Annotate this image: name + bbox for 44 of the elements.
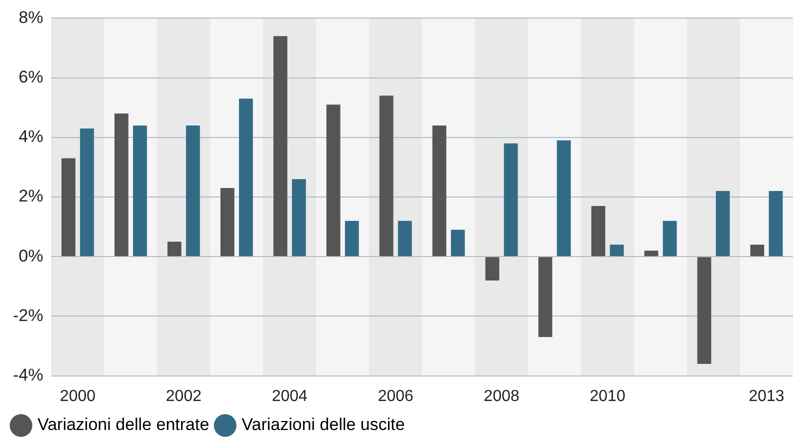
bar	[504, 143, 518, 256]
x-tick-label: 2006	[378, 388, 414, 405]
x-tick-label: 2004	[272, 388, 308, 405]
bar	[556, 140, 571, 256]
bar	[114, 114, 128, 256]
bar	[450, 230, 465, 256]
y-tick-label: 6%	[18, 67, 44, 86]
bar	[768, 191, 783, 256]
x-tick-label: 2002	[166, 388, 202, 405]
bar	[133, 125, 147, 256]
bar	[591, 206, 606, 256]
y-tick-label: 4%	[18, 127, 44, 146]
legend-label: Variazioni delle entrate	[38, 415, 210, 434]
y-tick-label: 0%	[18, 246, 44, 266]
y-tick-label: -4%	[12, 365, 44, 384]
bar	[398, 220, 412, 256]
bar	[220, 188, 234, 256]
bar	[61, 158, 76, 256]
bar	[697, 257, 712, 364]
bar	[238, 98, 253, 256]
bar	[662, 220, 677, 256]
bar	[273, 36, 288, 256]
x-tick-label: 2013	[748, 388, 784, 405]
bar	[379, 96, 394, 256]
bar	[716, 191, 730, 256]
y-tick-label: 2%	[18, 186, 44, 206]
bar	[292, 179, 306, 256]
bar	[326, 104, 340, 256]
bar	[432, 125, 446, 256]
bar	[80, 128, 94, 256]
y-tick-label: 8%	[18, 8, 44, 27]
bar	[610, 244, 624, 256]
bar	[344, 220, 359, 256]
y-tick-label: -2%	[12, 306, 44, 325]
x-tick-label: 2010	[590, 388, 626, 405]
bar	[538, 257, 552, 338]
bar	[750, 244, 764, 256]
bar	[485, 257, 500, 280]
x-tick-label: 2008	[484, 388, 520, 405]
legend-label: Variazioni delle uscite	[242, 415, 405, 434]
bar	[167, 242, 182, 256]
x-tick-label: 2000	[60, 388, 96, 405]
bar	[186, 125, 200, 256]
bar	[644, 250, 658, 256]
